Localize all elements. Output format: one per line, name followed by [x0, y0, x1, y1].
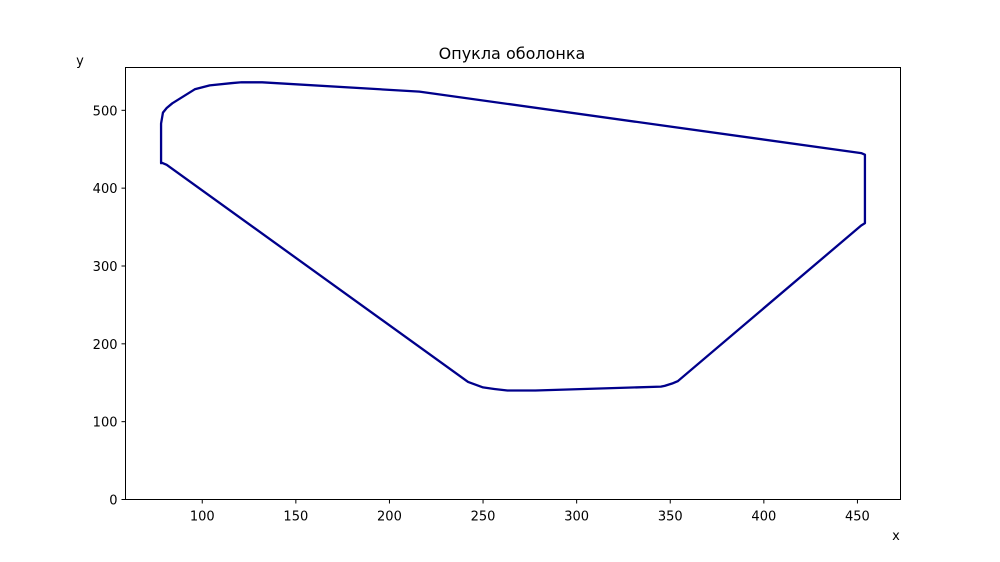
x-axis-ticks: 100 150 200 250 300 350 400 450 [190, 499, 870, 525]
x-tick-label: 350 [658, 510, 683, 525]
y-tick-label: 0 [109, 494, 117, 509]
x-axis-label: x [892, 529, 900, 544]
y-axis-label: y [76, 54, 84, 69]
x-tick-label: 300 [564, 510, 589, 525]
x-tick-label: 400 [751, 510, 776, 525]
x-tick-label: 200 [377, 510, 402, 525]
y-axis-ticks: 0 100 200 300 400 500 [93, 104, 126, 509]
y-tick-label: 500 [93, 104, 118, 119]
chart-title: Опукла оболонка [439, 44, 586, 63]
x-tick-label: 450 [845, 510, 870, 525]
plot-series-group [159, 81, 867, 392]
y-tick-label: 100 [93, 416, 118, 431]
y-tick-label: 400 [93, 182, 118, 197]
plot-frame [125, 67, 901, 500]
x-tick-label: 100 [190, 510, 215, 525]
y-tick-label: 300 [93, 260, 118, 275]
x-tick-label: 250 [471, 510, 496, 525]
y-tick-label: 200 [93, 338, 118, 353]
x-tick-label: 150 [283, 510, 308, 525]
series-line-0 [159, 81, 867, 392]
